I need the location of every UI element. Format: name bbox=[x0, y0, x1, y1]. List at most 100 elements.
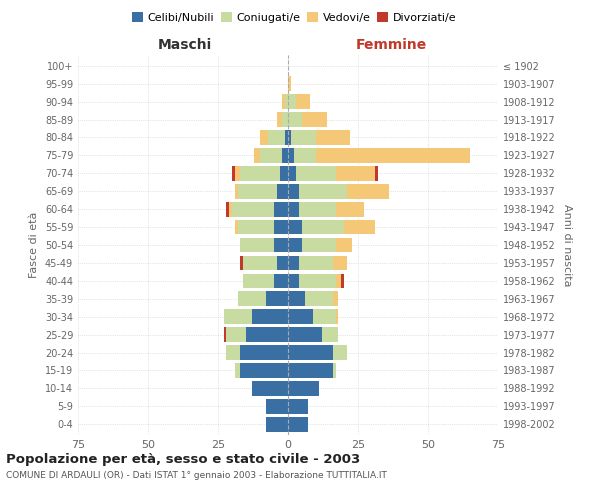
Bar bbox=[285, 130, 288, 145]
Bar bbox=[254, 148, 260, 162]
Bar bbox=[285, 94, 288, 109]
Bar bbox=[241, 238, 274, 252]
Bar bbox=[251, 310, 288, 324]
Bar bbox=[241, 166, 280, 180]
Bar bbox=[274, 238, 288, 252]
Bar bbox=[296, 166, 335, 180]
Bar bbox=[335, 238, 352, 252]
Bar bbox=[241, 363, 288, 378]
Bar bbox=[288, 220, 302, 234]
Bar bbox=[266, 292, 288, 306]
Bar bbox=[277, 256, 288, 270]
Bar bbox=[266, 399, 288, 413]
Bar bbox=[229, 202, 232, 216]
Bar bbox=[283, 94, 285, 109]
Text: Femmine: Femmine bbox=[356, 38, 427, 52]
Legend: Celibi/Nubili, Coniugati/e, Vedovi/e, Divorziati/e: Celibi/Nubili, Coniugati/e, Vedovi/e, Di… bbox=[127, 8, 461, 28]
Bar bbox=[226, 345, 241, 360]
Bar bbox=[335, 310, 338, 324]
Bar bbox=[226, 328, 246, 342]
Bar bbox=[288, 202, 299, 216]
Bar bbox=[288, 328, 322, 342]
Bar bbox=[241, 256, 243, 270]
Bar bbox=[299, 184, 347, 198]
Bar bbox=[277, 112, 283, 127]
Bar bbox=[288, 238, 302, 252]
Bar bbox=[313, 310, 335, 324]
Bar bbox=[288, 166, 296, 180]
Bar bbox=[260, 130, 268, 145]
Bar bbox=[274, 202, 288, 216]
Bar bbox=[288, 417, 308, 432]
Bar bbox=[224, 328, 226, 342]
Bar bbox=[333, 363, 335, 378]
Bar bbox=[288, 256, 299, 270]
Bar bbox=[274, 220, 288, 234]
Bar bbox=[280, 166, 288, 180]
Bar bbox=[288, 345, 333, 360]
Bar bbox=[322, 328, 338, 342]
Bar bbox=[347, 184, 389, 198]
Bar bbox=[288, 112, 302, 127]
Bar bbox=[260, 148, 283, 162]
Bar bbox=[333, 345, 347, 360]
Bar bbox=[288, 274, 299, 288]
Bar bbox=[288, 76, 291, 91]
Bar bbox=[288, 184, 299, 198]
Bar bbox=[288, 130, 291, 145]
Bar bbox=[293, 148, 316, 162]
Bar bbox=[235, 220, 238, 234]
Bar bbox=[226, 202, 229, 216]
Bar bbox=[288, 381, 319, 396]
Bar bbox=[296, 94, 310, 109]
Bar bbox=[335, 274, 341, 288]
Bar bbox=[316, 130, 350, 145]
Bar bbox=[243, 256, 277, 270]
Bar bbox=[238, 184, 277, 198]
Bar bbox=[238, 220, 274, 234]
Bar bbox=[291, 130, 316, 145]
Bar bbox=[224, 310, 251, 324]
Text: Popolazione per età, sesso e stato civile - 2003: Popolazione per età, sesso e stato civil… bbox=[6, 452, 360, 466]
Bar bbox=[246, 328, 288, 342]
Bar bbox=[302, 220, 344, 234]
Bar bbox=[305, 292, 333, 306]
Bar bbox=[235, 363, 241, 378]
Bar bbox=[251, 381, 288, 396]
Bar bbox=[288, 292, 305, 306]
Y-axis label: Anni di nascita: Anni di nascita bbox=[562, 204, 572, 286]
Bar bbox=[232, 202, 274, 216]
Y-axis label: Fasce di età: Fasce di età bbox=[29, 212, 39, 278]
Bar bbox=[302, 238, 335, 252]
Bar bbox=[235, 184, 238, 198]
Bar bbox=[341, 274, 344, 288]
Bar bbox=[266, 417, 288, 432]
Bar bbox=[288, 94, 296, 109]
Bar bbox=[344, 220, 375, 234]
Bar bbox=[238, 292, 266, 306]
Bar bbox=[243, 274, 274, 288]
Bar bbox=[288, 363, 333, 378]
Bar bbox=[302, 112, 327, 127]
Bar bbox=[333, 292, 338, 306]
Bar bbox=[288, 148, 293, 162]
Bar bbox=[335, 202, 364, 216]
Bar bbox=[232, 166, 235, 180]
Bar bbox=[241, 345, 288, 360]
Bar bbox=[299, 256, 333, 270]
Bar bbox=[375, 166, 377, 180]
Bar bbox=[283, 112, 288, 127]
Bar bbox=[283, 148, 288, 162]
Bar bbox=[235, 166, 241, 180]
Bar bbox=[288, 399, 308, 413]
Bar bbox=[299, 274, 335, 288]
Bar bbox=[274, 274, 288, 288]
Bar bbox=[268, 130, 285, 145]
Text: Maschi: Maschi bbox=[157, 38, 212, 52]
Bar bbox=[316, 148, 470, 162]
Bar bbox=[288, 310, 313, 324]
Bar bbox=[335, 166, 375, 180]
Bar bbox=[277, 184, 288, 198]
Text: COMUNE DI ARDAULI (OR) - Dati ISTAT 1° gennaio 2003 - Elaborazione TUTTITALIA.IT: COMUNE DI ARDAULI (OR) - Dati ISTAT 1° g… bbox=[6, 470, 387, 480]
Bar bbox=[299, 202, 335, 216]
